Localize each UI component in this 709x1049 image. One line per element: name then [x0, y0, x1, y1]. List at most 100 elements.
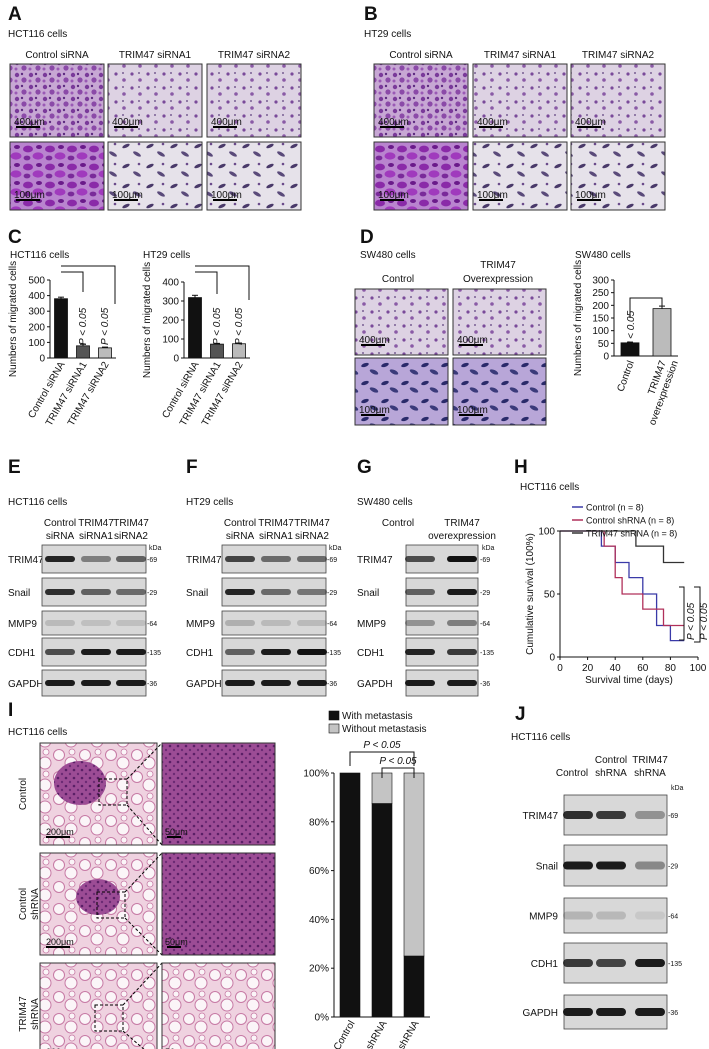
significance-bracket	[61, 265, 116, 304]
blot-band	[45, 620, 75, 626]
significance-bracket	[195, 265, 250, 300]
micrograph-low-mag	[9, 63, 105, 138]
micrograph-low-mag	[107, 63, 203, 138]
kda-marker: -29	[480, 590, 490, 597]
micrograph-low-mag	[570, 63, 666, 138]
panel-A-col-label: TRIM47 siRNA1	[119, 50, 192, 61]
blot-band	[563, 861, 593, 870]
p-value-label: P < 0.05	[212, 307, 223, 345]
zoom-line	[124, 852, 163, 893]
blot-band	[297, 589, 327, 595]
stacked-bar	[403, 772, 425, 957]
scale-label: 100μm	[112, 190, 143, 201]
lane-label: Control	[44, 518, 76, 529]
blot-band	[225, 620, 255, 626]
significance-bracket	[629, 297, 663, 318]
protein-label: MMP9	[8, 619, 37, 630]
lane-label: siRNA	[226, 531, 255, 542]
y-tick-label: 500	[28, 276, 45, 287]
blot-band	[225, 649, 255, 655]
scale-label: 100μm	[378, 190, 409, 201]
blot-band	[261, 620, 291, 626]
scale-label: 100μm	[14, 190, 45, 201]
protein-label: GAPDH	[186, 679, 222, 690]
scale-label: 400μm	[575, 117, 606, 128]
blot-band	[261, 589, 291, 595]
panel-B-cell-label: HT29 cells	[364, 29, 411, 40]
kda-marker: -135	[147, 650, 161, 657]
y-tick-label: 0	[549, 653, 555, 664]
blot-band	[45, 649, 75, 655]
tumor-nodule	[54, 761, 106, 805]
x-tick-label: Control	[615, 359, 636, 393]
lane-label: siRNA	[46, 531, 75, 542]
blot-strip	[405, 610, 479, 636]
blot-band	[563, 911, 593, 920]
row-label: TRIM47	[18, 996, 29, 1032]
lane-label: Control	[382, 518, 414, 529]
protein-label: GAPDH	[8, 679, 44, 690]
kda-marker: -135	[668, 961, 682, 968]
kda-marker: -64	[480, 621, 490, 628]
scale-label: 400μm	[112, 117, 143, 128]
chart-title: SW480 cells	[575, 250, 631, 261]
x-axis-label: Survival time (days)	[585, 675, 673, 686]
scale-label: 400μm	[457, 335, 488, 346]
y-tick-label: 0	[39, 354, 45, 365]
blot-band	[635, 959, 665, 967]
legend-label: With metastasis	[342, 711, 413, 722]
kda-marker: -36	[668, 1010, 678, 1017]
significance-bracket	[381, 767, 415, 778]
lane-label: TRIM47	[294, 518, 330, 529]
panel-letter-E: E	[8, 457, 21, 478]
lane-label: Control	[224, 518, 256, 529]
blot-band	[447, 556, 477, 562]
x-tick-label: 60	[637, 663, 649, 674]
blot-band	[635, 911, 665, 920]
blot-band	[45, 556, 75, 562]
zoom-line	[122, 1030, 145, 1049]
y-tick-label: 0	[173, 354, 179, 365]
y-tick-label: 200	[162, 316, 179, 327]
legend-label: Control (n = 8)	[586, 503, 644, 513]
scale-label: 100μm	[211, 190, 242, 201]
y-tick-label: 100%	[303, 769, 329, 780]
scale-label: 400μm	[477, 117, 508, 128]
blot-band	[405, 649, 435, 655]
lane-label: TRIM47	[78, 518, 114, 529]
blot-band	[225, 589, 255, 595]
lane-label: Control	[595, 755, 627, 766]
y-tick-label: 50	[598, 339, 610, 350]
histology-high-mag	[161, 742, 276, 846]
y-tick-label: 150	[592, 314, 609, 325]
micrograph-low-mag	[373, 63, 469, 138]
y-tick-label: 100	[592, 326, 609, 337]
y-tick-label: 0%	[315, 1013, 330, 1024]
stacked-bar	[403, 955, 425, 1018]
micrograph-high-mag	[373, 141, 469, 211]
panel-G-cell-label: SW480 cells	[357, 497, 413, 508]
kda-marker: -69	[668, 813, 678, 820]
kda-marker: -64	[147, 621, 157, 628]
significance-bracket	[694, 586, 701, 643]
panel-letter-F: F	[186, 457, 198, 478]
blot-band	[116, 680, 146, 686]
scale-label: 50μm	[165, 827, 188, 837]
y-tick-label: 20%	[309, 964, 329, 975]
x-tick-label: 40	[610, 663, 622, 674]
panel-D-col-label: Control	[382, 274, 414, 285]
protein-label: GAPDH	[522, 1008, 558, 1019]
blot-band	[225, 556, 255, 562]
blot-band	[116, 556, 146, 562]
p-value-label: P < 0.05	[234, 307, 245, 345]
p-value-label: P < 0.05	[686, 602, 697, 640]
kda-marker: -36	[147, 681, 157, 688]
blot-band	[116, 589, 146, 595]
stacked-bar	[371, 803, 393, 1018]
y-tick-label: 60%	[309, 866, 329, 877]
chart-C-left: HCT116 cells 0 100 200 300 400 500 Numbers of m…	[8, 250, 116, 428]
scale-label: 100μm	[477, 190, 508, 201]
legend-swatch	[328, 723, 340, 734]
kda-header: kDa	[671, 785, 684, 792]
kda-marker: -135	[327, 650, 341, 657]
